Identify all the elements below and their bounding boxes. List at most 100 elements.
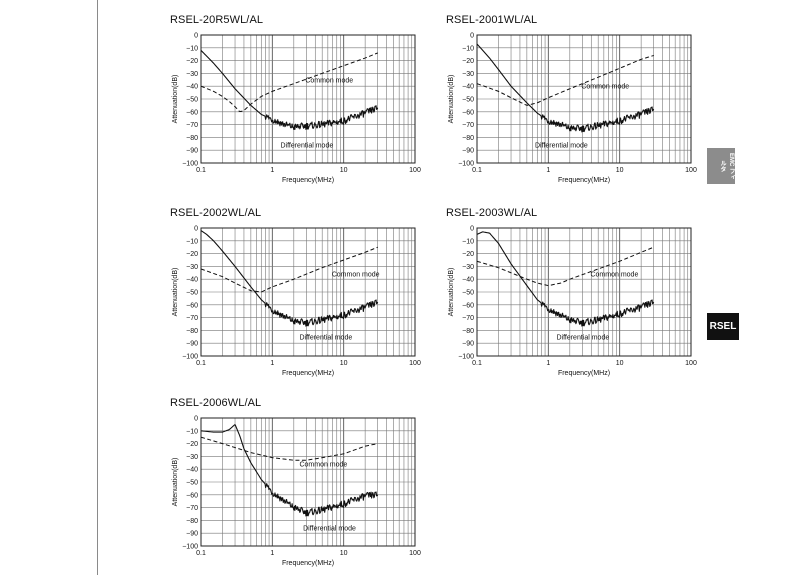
y-tick-label: −30 bbox=[186, 71, 198, 78]
y-tick-label: −50 bbox=[462, 290, 474, 297]
y-tick-label: −90 bbox=[462, 341, 474, 348]
plot-frame bbox=[200, 34, 416, 164]
y-tick-label: −100 bbox=[458, 161, 474, 168]
series-line-common-mode bbox=[476, 246, 654, 286]
y-tick-label: −80 bbox=[462, 135, 474, 142]
y-tick-label: −10 bbox=[462, 45, 474, 52]
y-tick-label: −90 bbox=[186, 531, 198, 538]
series-line-differential-mode bbox=[200, 230, 379, 327]
y-tick-label: −100 bbox=[182, 354, 198, 361]
y-tick-label: −50 bbox=[186, 97, 198, 104]
chart-title: RSEL-2002WL/AL bbox=[170, 207, 262, 219]
series-line-differential-mode bbox=[200, 49, 379, 131]
x-tick-label: 0.1 bbox=[472, 360, 482, 367]
x-tick-label: 100 bbox=[409, 550, 421, 557]
y-tick-label: −30 bbox=[462, 264, 474, 271]
y-tick-label: 0 bbox=[470, 226, 474, 233]
chart-title: RSEL-20R5WL/AL bbox=[170, 14, 264, 26]
series-annotation: Common mode bbox=[590, 272, 638, 279]
y-tick-label: −10 bbox=[186, 428, 198, 435]
x-axis-label: Frequency(MHz) bbox=[282, 560, 334, 567]
y-tick-label: −100 bbox=[458, 354, 474, 361]
x-tick-label: 10 bbox=[340, 167, 348, 174]
chart-panel-2: RSEL-2001WL/AL 0 −10 −20 −30 −40 −50 −60 −70 −80… bbox=[446, 14, 697, 185]
y-tick-label: 0 bbox=[194, 416, 198, 423]
plot-frame bbox=[476, 227, 692, 357]
x-tick-label: 10 bbox=[616, 167, 624, 174]
y-tick-label: −90 bbox=[186, 148, 198, 155]
y-tick-label: −10 bbox=[462, 238, 474, 245]
category-tab[interactable]: EMC フィルタ bbox=[707, 148, 735, 184]
y-tick-label: −70 bbox=[186, 122, 198, 129]
x-axis-label: Frequency(MHz) bbox=[282, 177, 334, 184]
series-tab[interactable]: RSEL bbox=[707, 313, 739, 340]
y-tick-label: −40 bbox=[462, 84, 474, 91]
series-line-common-mode bbox=[200, 436, 378, 461]
series-annotation: Differential mode bbox=[299, 334, 352, 341]
y-tick-label: −20 bbox=[462, 251, 474, 258]
chart-panel-1: RSEL-20R5WL/AL 0 −10 −20 −30 −40 −50 −60 −70 −80… bbox=[170, 14, 421, 185]
x-tick-label: 0.1 bbox=[196, 360, 206, 367]
x-axis-label: Frequency(MHz) bbox=[282, 370, 334, 377]
y-tick-label: −80 bbox=[462, 328, 474, 335]
series-line-differential-mode bbox=[476, 231, 655, 327]
y-tick-label: −80 bbox=[186, 518, 198, 525]
series-line-differential-mode bbox=[200, 424, 379, 517]
x-axis-label: Frequency(MHz) bbox=[558, 370, 610, 377]
y-axis-label: Attenuation(dB) bbox=[448, 75, 455, 124]
y-tick-label: −20 bbox=[186, 251, 198, 258]
plot-frame bbox=[200, 417, 416, 547]
y-tick-label: −40 bbox=[186, 467, 198, 474]
y-tick-label: −50 bbox=[186, 290, 198, 297]
y-tick-label: −70 bbox=[462, 122, 474, 129]
y-tick-label: −20 bbox=[186, 441, 198, 448]
series-annotation: Differential mode bbox=[535, 143, 588, 150]
series-line-common-mode bbox=[200, 52, 378, 113]
plot-frame bbox=[200, 227, 416, 357]
y-tick-label: −100 bbox=[182, 161, 198, 168]
y-tick-label: −70 bbox=[186, 505, 198, 512]
x-tick-label: 100 bbox=[409, 360, 421, 367]
y-tick-label: −10 bbox=[186, 45, 198, 52]
series-annotation: Common mode bbox=[581, 84, 629, 91]
x-tick-label: 0.1 bbox=[196, 550, 206, 557]
x-tick-label: 1 bbox=[546, 360, 550, 367]
chart-title: RSEL-2003WL/AL bbox=[446, 207, 538, 219]
x-tick-label: 10 bbox=[616, 360, 624, 367]
y-tick-label: 0 bbox=[194, 33, 198, 40]
y-tick-label: −60 bbox=[462, 302, 474, 309]
series-line-common-mode bbox=[476, 55, 654, 106]
y-tick-label: 0 bbox=[470, 33, 474, 40]
y-tick-label: −30 bbox=[186, 454, 198, 461]
x-tick-label: 10 bbox=[340, 550, 348, 557]
chart-title: RSEL-2006WL/AL bbox=[170, 397, 262, 409]
plot-frame bbox=[476, 34, 692, 164]
x-tick-label: 1 bbox=[546, 167, 550, 174]
x-tick-label: 1 bbox=[270, 167, 274, 174]
x-tick-label: 1 bbox=[270, 360, 274, 367]
y-tick-label: −50 bbox=[462, 97, 474, 104]
x-axis-label: Frequency(MHz) bbox=[558, 177, 610, 184]
y-tick-label: −40 bbox=[186, 84, 198, 91]
y-tick-label: −80 bbox=[186, 135, 198, 142]
x-tick-label: 100 bbox=[409, 167, 421, 174]
series-annotation: Differential mode bbox=[303, 526, 356, 533]
y-tick-label: −90 bbox=[186, 341, 198, 348]
y-tick-label: −20 bbox=[186, 58, 198, 65]
series-annotation: Common mode bbox=[332, 272, 380, 279]
y-tick-label: −60 bbox=[186, 109, 198, 116]
y-tick-label: −50 bbox=[186, 480, 198, 487]
y-tick-label: −60 bbox=[462, 109, 474, 116]
y-axis-label: Attenuation(dB) bbox=[172, 75, 179, 124]
series-annotation: Common mode bbox=[299, 462, 347, 469]
series-annotation: Differential mode bbox=[556, 334, 609, 341]
y-tick-label: −60 bbox=[186, 492, 198, 499]
series-annotation: Differential mode bbox=[280, 143, 333, 150]
series-line-differential-mode bbox=[476, 43, 655, 133]
y-tick-label: −60 bbox=[186, 302, 198, 309]
chart-panel-4: RSEL-2003WL/AL 0 −10 −20 −30 −40 −50 −60 −70 −80… bbox=[446, 207, 697, 378]
